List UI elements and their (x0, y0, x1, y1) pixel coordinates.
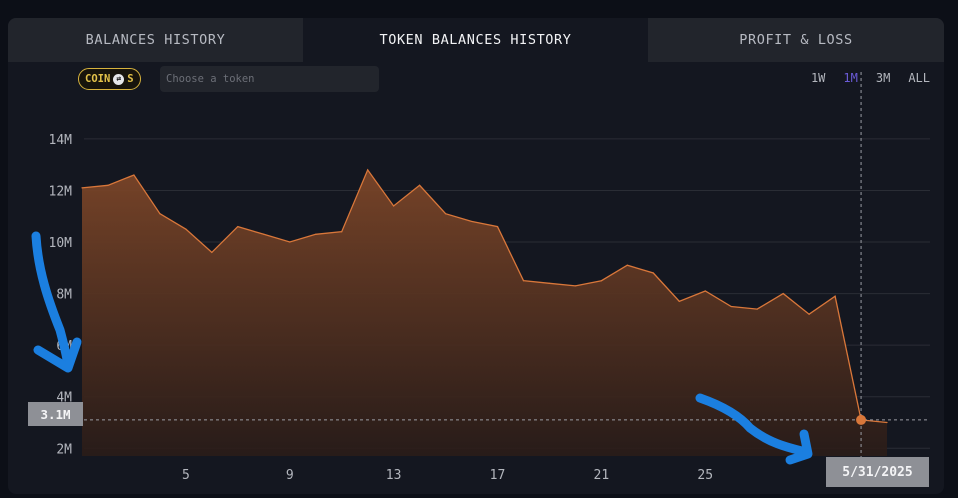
y-tick-label: 8M (56, 288, 72, 303)
x-tick-label: 25 (697, 468, 713, 483)
data-point (393, 205, 395, 207)
tab-profit-loss[interactable]: PROFIT & LOSS (648, 18, 944, 62)
crosshair-y-value: 3.1M (28, 402, 83, 426)
tab-bar: BALANCES HISTORY TOKEN BALANCES HISTORY … (8, 18, 944, 62)
data-point (341, 231, 343, 233)
data-point (133, 174, 135, 176)
x-tick-label: 9 (286, 468, 294, 483)
data-point (548, 282, 551, 284)
data-point (652, 272, 654, 274)
data-point (704, 290, 706, 292)
data-point (237, 225, 239, 228)
data-point (289, 241, 291, 243)
tab-token-balances-history[interactable]: TOKEN BALANCES HISTORY (303, 18, 648, 62)
crosshair-date: 5/31/2025 (826, 457, 929, 487)
data-point (185, 228, 187, 230)
data-point (444, 213, 447, 215)
data-point (211, 251, 213, 253)
data-point (600, 280, 602, 282)
data-point (756, 308, 758, 310)
coin-s-token-chip[interactable]: COIN ⇄ S (78, 68, 141, 90)
coin-label: COIN (85, 73, 111, 85)
data-point (81, 187, 83, 189)
data-point (315, 233, 317, 235)
data-point (522, 280, 525, 282)
data-point (886, 421, 888, 424)
data-point (159, 213, 161, 215)
swap-icon: ⇄ (113, 73, 125, 85)
range-1w[interactable]: 1W (810, 71, 826, 85)
data-point (367, 169, 369, 171)
data-point (678, 300, 680, 302)
y-tick-label: 2M (56, 442, 72, 457)
data-point (470, 220, 473, 223)
balance-line (81, 168, 888, 424)
range-3m[interactable]: 3M (875, 71, 891, 85)
x-tick-label: 5 (182, 468, 190, 483)
x-tick-label: 13 (386, 468, 402, 483)
tab-balances-history[interactable]: BALANCES HISTORY (8, 18, 303, 62)
data-point (107, 184, 109, 186)
annotation-arrow-bottom (695, 393, 811, 457)
x-tick-label: 17 (490, 468, 506, 483)
x-axis-ticks: 5 9 13 17 21 25 (182, 468, 713, 483)
data-point (782, 293, 784, 295)
data-point (730, 305, 732, 308)
data-point (496, 225, 499, 228)
data-point (263, 233, 265, 235)
x-tick-label: 21 (594, 468, 610, 483)
data-point (834, 295, 836, 297)
hover-point (856, 414, 867, 425)
range-1m[interactable]: 1M (843, 71, 858, 85)
annotation-arrows (31, 231, 813, 465)
y-tick-label: 12M (49, 184, 73, 199)
y-tick-label: 14M (49, 133, 73, 148)
data-point (574, 285, 577, 287)
data-point (418, 184, 421, 186)
data-point (626, 264, 628, 266)
time-range-selector: 1W 1M 3M ALL (811, 71, 930, 85)
balance-area (82, 169, 887, 456)
y-tick-label: 10M (49, 236, 73, 251)
data-points (81, 169, 888, 424)
annotation-arrowhead-bottom (785, 429, 813, 465)
token-symbol: S (127, 73, 134, 85)
data-point (808, 313, 810, 315)
range-all[interactable]: ALL (908, 71, 930, 85)
annotation-arrowhead-left (33, 337, 82, 373)
token-search-input[interactable] (160, 66, 379, 92)
y-tick-label: 4M (56, 391, 72, 406)
annotation-arrow-left (31, 231, 73, 371)
